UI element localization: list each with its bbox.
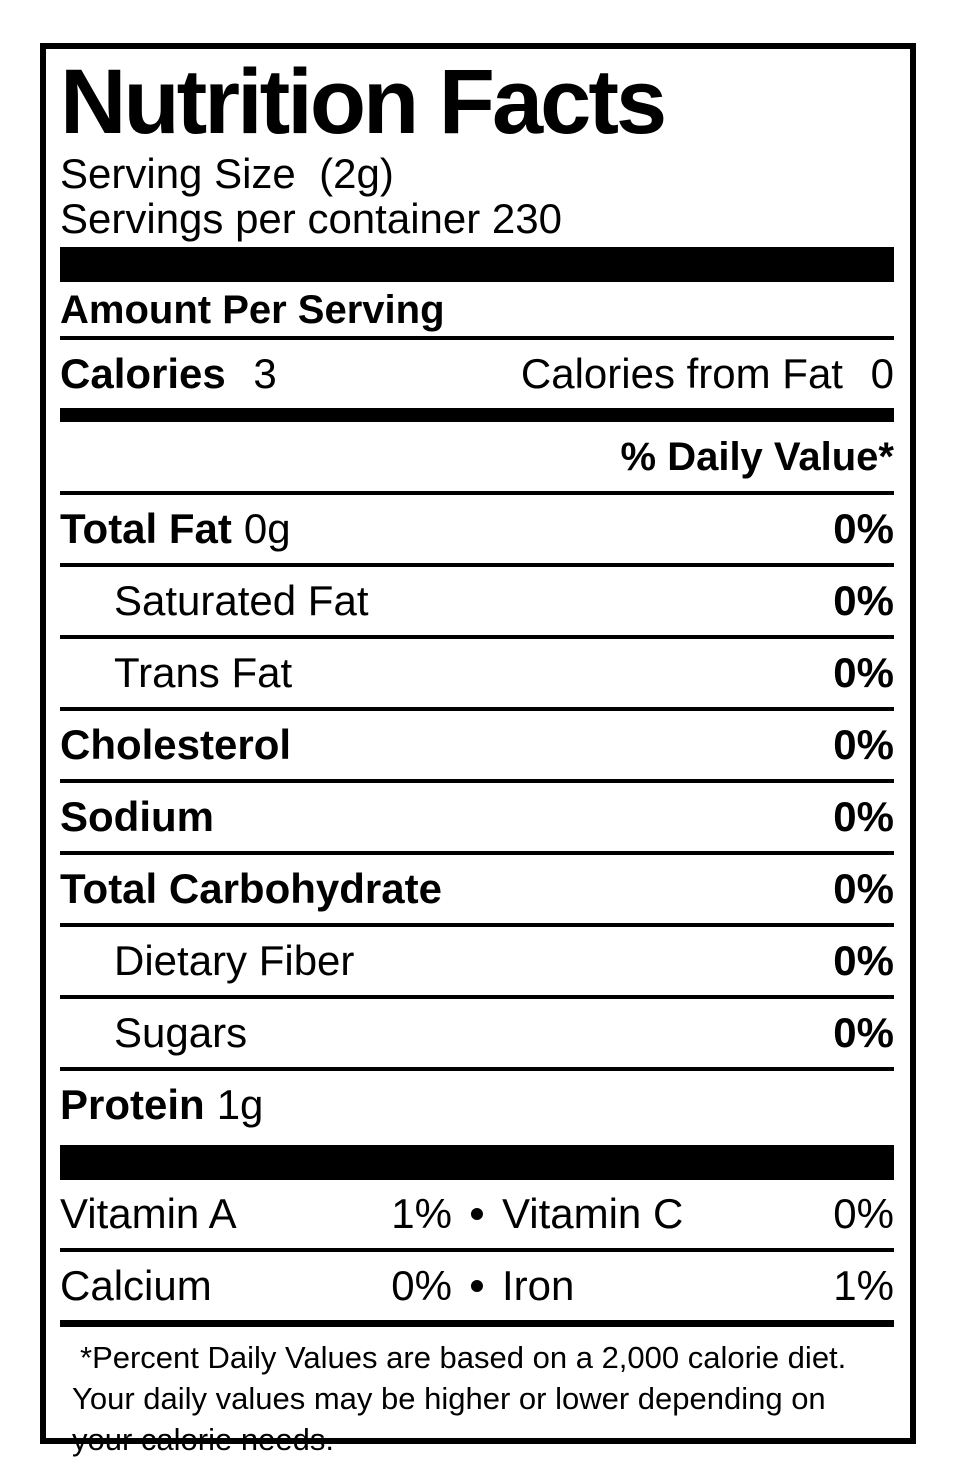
daily-value-heading: % Daily Value* bbox=[620, 435, 894, 479]
micronutrient-value: 1% bbox=[833, 1262, 894, 1309]
divider-line bbox=[60, 779, 894, 783]
calories-from-fat-cell: Calories from Fat 0 bbox=[521, 350, 894, 398]
nutrient-row-cholesterol: Cholesterol 0% bbox=[60, 711, 894, 779]
nutrient-daily-value: 0% bbox=[833, 577, 894, 624]
divider-line bbox=[60, 995, 894, 999]
nutrient-name: Sodium bbox=[60, 793, 214, 840]
calories-from-fat-value: 0 bbox=[870, 350, 894, 397]
nutrient-amount: 1g bbox=[216, 1081, 264, 1128]
nutrient-daily-value: 0% bbox=[833, 649, 894, 696]
calories-from-fat-label: Calories from Fat bbox=[520, 350, 843, 397]
amount-per-serving-heading: Amount Per Serving bbox=[60, 288, 445, 332]
micronutrient-right-cell: Vitamin C 0% bbox=[502, 1190, 894, 1238]
nutrient-row-total-fat: Total Fat 0g 0% bbox=[60, 495, 894, 563]
divider-line bbox=[60, 923, 894, 927]
thick-separator-bar-bottom bbox=[60, 1145, 894, 1180]
micronutrient-value: 0% bbox=[833, 1190, 894, 1237]
nutrient-daily-value: 0% bbox=[833, 793, 894, 840]
nutrient-row-sodium: Sodium 0% bbox=[60, 783, 894, 851]
micronutrient-row-minerals: Calcium 0% • Iron 1% bbox=[60, 1252, 894, 1320]
medium-separator-bar bbox=[60, 408, 894, 422]
nutrient-row-saturated-fat: Saturated Fat 0% bbox=[60, 567, 894, 635]
footnote-divider-line bbox=[60, 1320, 894, 1327]
divider-line bbox=[60, 336, 894, 340]
nutrient-name: Protein 1g bbox=[60, 1081, 264, 1128]
micronutrient-left-cell: Vitamin A 1% bbox=[60, 1190, 452, 1238]
calories-label: Calories bbox=[60, 350, 226, 397]
nutrient-name: Cholesterol bbox=[60, 721, 292, 768]
serving-size-text: Serving Size (2g) bbox=[60, 150, 394, 197]
daily-value-footnote: *Percent Daily Values are based on a 2,0… bbox=[72, 1340, 847, 1457]
nutrient-row-sugars: Sugars 0% bbox=[60, 999, 894, 1067]
nutrient-daily-value: 0% bbox=[833, 721, 894, 768]
nutrient-name: Saturated Fat bbox=[114, 577, 369, 624]
nutrient-row-trans-fat: Trans Fat 0% bbox=[60, 639, 894, 707]
micronutrient-name: Vitamin A bbox=[60, 1190, 237, 1237]
nutrient-daily-value: 0% bbox=[833, 937, 894, 984]
nutrient-name: Dietary Fiber bbox=[114, 937, 355, 984]
nutrient-row-dietary-fiber: Dietary Fiber 0% bbox=[60, 927, 894, 995]
nutrient-name: Trans Fat bbox=[114, 649, 293, 696]
nutrient-daily-value: 0% bbox=[833, 505, 894, 552]
panel-title: Nutrition Facts bbox=[60, 51, 667, 153]
divider-line bbox=[60, 1067, 894, 1071]
micronutrient-row-vitamins: Vitamin A 1% • Vitamin C 0% bbox=[60, 1180, 894, 1248]
divider-line bbox=[60, 563, 894, 567]
bullet-separator: • bbox=[469, 1262, 485, 1309]
micronutrient-right-cell: Iron 1% bbox=[502, 1262, 894, 1310]
divider-line bbox=[60, 851, 894, 855]
calories-cell: Calories 3 bbox=[60, 350, 277, 398]
divider-line bbox=[60, 707, 894, 711]
nutrient-name: Total Carbohydrate bbox=[60, 865, 442, 912]
nutrient-amount: 0g bbox=[243, 505, 291, 552]
micronutrient-name: Calcium bbox=[60, 1262, 212, 1309]
servings-per-container-text: Servings per container 230 bbox=[60, 195, 562, 242]
divider-line bbox=[60, 491, 894, 495]
divider-line bbox=[60, 635, 894, 639]
protein-row: Protein 1g bbox=[60, 1071, 894, 1139]
divider-line bbox=[60, 1248, 894, 1252]
nutrient-name: Total Fat 0g bbox=[60, 505, 291, 552]
bullet-separator: • bbox=[469, 1190, 485, 1237]
calories-row: Calories 3 Calories from Fat 0 bbox=[60, 340, 894, 408]
nutrient-daily-value: 0% bbox=[833, 1009, 894, 1056]
micronutrient-name: Vitamin C bbox=[502, 1190, 684, 1237]
nutrient-daily-value: 0% bbox=[833, 865, 894, 912]
nutrient-name: Sugars bbox=[114, 1009, 248, 1056]
calories-value: 3 bbox=[253, 350, 277, 397]
micronutrient-value: 0% bbox=[391, 1262, 452, 1309]
micronutrient-left-cell: Calcium 0% bbox=[60, 1262, 452, 1310]
thick-separator-bar-top bbox=[60, 247, 894, 282]
nutrition-facts-panel: Nutrition Facts Serving Size (2g) Servin… bbox=[40, 43, 916, 1457]
micronutrient-name: Iron bbox=[502, 1262, 575, 1309]
nutrient-row-total-carbohydrate: Total Carbohydrate 0% bbox=[60, 855, 894, 923]
micronutrient-value: 1% bbox=[391, 1190, 452, 1237]
